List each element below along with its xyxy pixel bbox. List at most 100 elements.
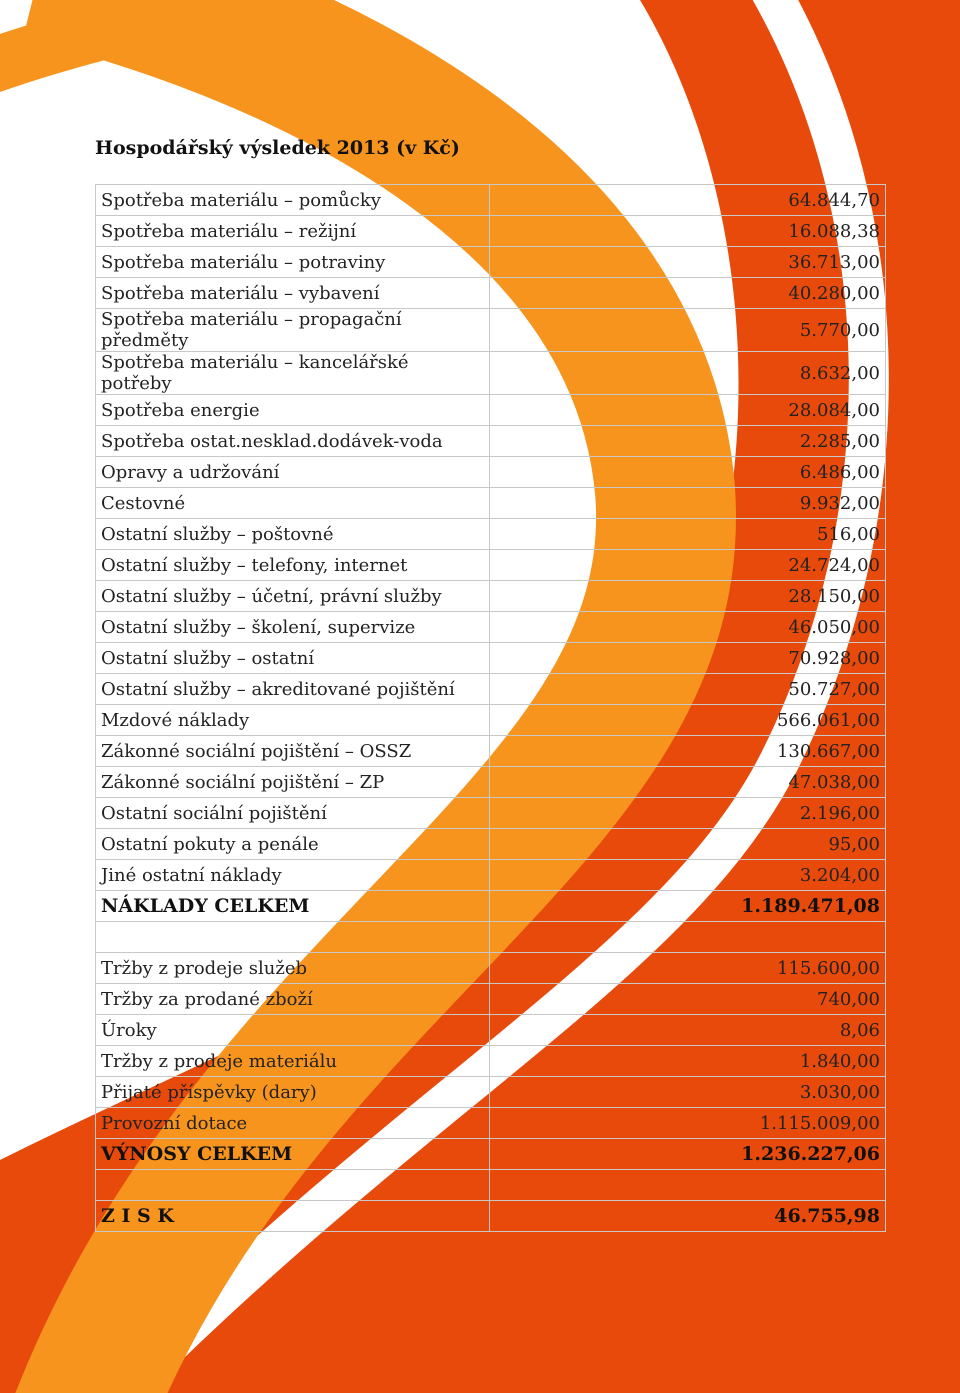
value-cell: 1.115.009,00 (489, 1107, 886, 1139)
row: Tržby za prodané zboží 740,00 (95, 983, 886, 1015)
value-cell (489, 921, 886, 953)
value-cell: 5.770,00 (489, 308, 886, 352)
row: Spotřeba materiálu – pomůcky 64.844,70 (95, 184, 886, 216)
label-cell (95, 921, 490, 953)
label-cell: Ostatní služby – poštovné (95, 518, 490, 550)
value-cell: 516,00 (489, 518, 886, 550)
row: Spotřeba energie 28.084,00 (95, 394, 886, 426)
label-cell: Z I S K (95, 1200, 490, 1232)
label-cell: Ostatní služby – ostatní (95, 642, 490, 674)
label-cell: Spotřeba materiálu – potraviny (95, 246, 490, 278)
label-cell: Spotřeba ostat.nesklad.dodávek-voda (95, 425, 490, 457)
value-cell: 36.713,00 (489, 246, 886, 278)
label-cell: Ostatní služby – telefony, internet (95, 549, 490, 581)
value-cell: 2.196,00 (489, 797, 886, 829)
label-cell: Ostatní služby – akreditované pojištění (95, 673, 490, 705)
label-cell: Ostatní pokuty a penále (95, 828, 490, 860)
row: Spotřeba materiálu – potraviny 36.713,00 (95, 246, 886, 278)
row: Tržby z prodeje materiálu 1.840,00 (95, 1045, 886, 1077)
label-cell: Úroky (95, 1014, 490, 1046)
label-cell: Spotřeba materiálu – pomůcky (95, 184, 490, 216)
label-cell: Spotřeba energie (95, 394, 490, 426)
label-cell: Tržby za prodané zboží (95, 983, 490, 1015)
value-cell: 3.030,00 (489, 1076, 886, 1108)
value-cell: 740,00 (489, 983, 886, 1015)
label-cell: Opravy a udržování (95, 456, 490, 488)
total-row: VÝNOSY CELKEM 1.236.227,06 (95, 1138, 886, 1170)
label-cell: Zákonné sociální pojištění – OSSZ (95, 735, 490, 767)
value-cell: 47.038,00 (489, 766, 886, 798)
value-cell: 50.727,00 (489, 673, 886, 705)
value-cell: 115.600,00 (489, 952, 886, 984)
value-cell (489, 1169, 886, 1201)
row: Ostatní služby – telefony, internet 24.72… (95, 549, 886, 581)
value-cell: 130.667,00 (489, 735, 886, 767)
spacer-row (95, 921, 886, 953)
label-cell: Cestovné (95, 487, 490, 519)
row: Ostatní služby – školení, supervize 46.05… (95, 611, 886, 643)
label-cell: Přijaté příspěvky (dary) (95, 1076, 490, 1108)
label-cell: Ostatní služby – školení, supervize (95, 611, 490, 643)
row: Zákonné sociální pojištění – OSSZ 130.667… (95, 735, 886, 767)
row: Ostatní služby – poštovné 516,00 (95, 518, 886, 550)
results-table: Spotřeba materiálu – pomůcky 64.844,70 Spo… (95, 184, 886, 1232)
row: Spotřeba materiálu – kancelářské potřeby… (95, 351, 886, 395)
label-cell: Zákonné sociální pojištění – ZP (95, 766, 490, 798)
value-cell: 70.928,00 (489, 642, 886, 674)
label-cell: Spotřeba materiálu – propagační předměty (95, 308, 490, 352)
value-cell: 28.084,00 (489, 394, 886, 426)
value-cell: 9.932,00 (489, 487, 886, 519)
row: Ostatní služby – ostatní 70.928,00 (95, 642, 886, 674)
row: Ostatní sociální pojištění 2.196,00 (95, 797, 886, 829)
value-cell: 1.840,00 (489, 1045, 886, 1077)
value-cell: 566.061,00 (489, 704, 886, 736)
label-cell: Tržby z prodeje služeb (95, 952, 490, 984)
label-cell: VÝNOSY CELKEM (95, 1138, 490, 1170)
value-cell: 95,00 (489, 828, 886, 860)
label-cell: Spotřeba materiálu – režijní (95, 215, 490, 247)
label-cell: Spotřeba materiálu – vybavení (95, 277, 490, 309)
row: Spotřeba materiálu – propagační předměty… (95, 308, 886, 352)
title: Hospodářský výsledek 2013 (v Kč) (95, 137, 460, 159)
value-cell: 2.285,00 (489, 425, 886, 457)
row: Úroky 8,06 (95, 1014, 886, 1046)
label-cell: Tržby z prodeje materiálu (95, 1045, 490, 1077)
value-cell: 28.150,00 (489, 580, 886, 612)
row: Ostatní pokuty a penále 95,00 (95, 828, 886, 860)
value-cell: 3.204,00 (489, 859, 886, 891)
value-cell: 46.755,98 (489, 1200, 886, 1232)
label-cell: Ostatní sociální pojištění (95, 797, 490, 829)
label-cell: Ostatní služby – účetní, právní služby (95, 580, 490, 612)
label-cell: Mzdové náklady (95, 704, 490, 736)
spacer-row (95, 1169, 886, 1201)
value-cell: 8.632,00 (489, 351, 886, 395)
row: Spotřeba materiálu – režijní 16.088,38 (95, 215, 886, 247)
row: Ostatní služby – akreditované pojištění 5… (95, 673, 886, 705)
row: Spotřeba ostat.nesklad.dodávek-voda 2.285… (95, 425, 886, 457)
row: Přijaté příspěvky (dary) 3.030,00 (95, 1076, 886, 1108)
total-row: Z I S K 46.755,98 (95, 1200, 886, 1232)
row: Spotřeba materiálu – vybavení 40.280,00 (95, 277, 886, 309)
value-cell: 1.236.227,06 (489, 1138, 886, 1170)
label-cell (95, 1169, 490, 1201)
row: Ostatní služby – účetní, právní služby 28… (95, 580, 886, 612)
total-row: NÁKLADY CELKEM 1.189.471,08 (95, 890, 886, 922)
row: Cestovné 9.932,00 (95, 487, 886, 519)
label-cell: Jiné ostatní náklady (95, 859, 490, 891)
value-cell: 24.724,00 (489, 549, 886, 581)
value-cell: 16.088,38 (489, 215, 886, 247)
row: Jiné ostatní náklady 3.204,00 (95, 859, 886, 891)
row: Mzdové náklady 566.061,00 (95, 704, 886, 736)
value-cell: 40.280,00 (489, 277, 886, 309)
row: Zákonné sociální pojištění – ZP 47.038,00 (95, 766, 886, 798)
value-cell: 6.486,00 (489, 456, 886, 488)
label-cell: Spotřeba materiálu – kancelářské potřeby (95, 351, 490, 395)
value-cell: 64.844,70 (489, 184, 886, 216)
row: Provozní dotace 1.115.009,00 (95, 1107, 886, 1139)
row: Opravy a udržování 6.486,00 (95, 456, 886, 488)
row: Tržby z prodeje služeb 115.600,00 (95, 952, 886, 984)
label-cell: NÁKLADY CELKEM (95, 890, 490, 922)
value-cell: 8,06 (489, 1014, 886, 1046)
value-cell: 1.189.471,08 (489, 890, 886, 922)
